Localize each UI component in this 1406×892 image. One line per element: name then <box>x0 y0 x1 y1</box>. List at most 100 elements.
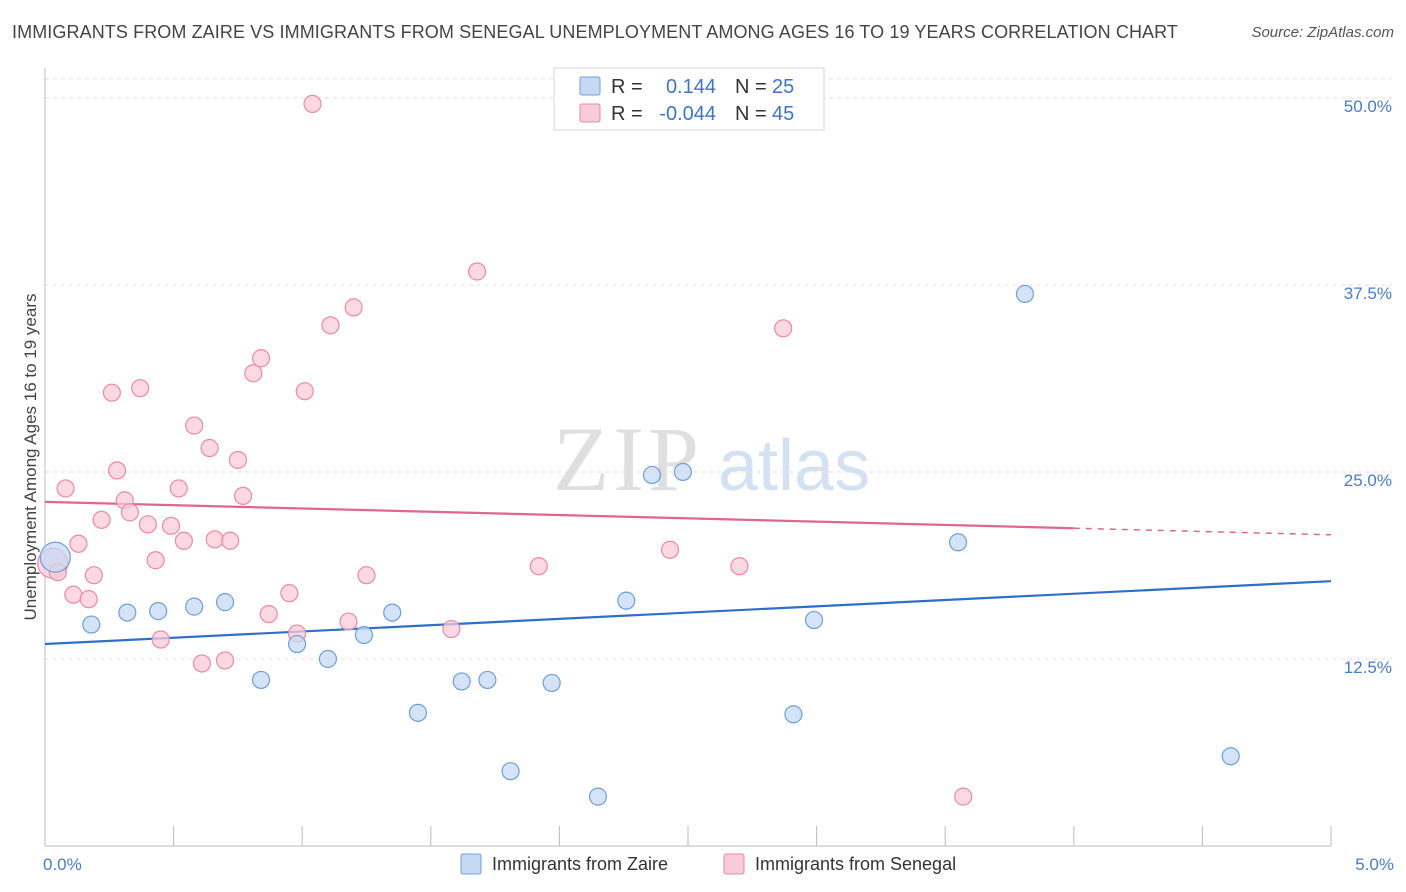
data-point-senegal <box>303 94 322 114</box>
stats-n-label-senegal: N = <box>735 103 767 125</box>
data-point-senegal <box>200 438 219 458</box>
data-point-zaire <box>948 533 968 552</box>
trend-lines <box>44 500 1332 646</box>
data-point-zaire <box>642 465 662 485</box>
data-point-senegal <box>151 630 170 649</box>
data-point-zaire <box>39 541 71 573</box>
data-point-zaire <box>1015 284 1035 304</box>
trend-line-senegal-extension <box>1073 527 1332 536</box>
data-point-zaire <box>784 705 803 724</box>
data-point-zaire <box>118 603 137 622</box>
x-tick-label: 0.0% <box>43 855 82 874</box>
data-point-zaire <box>149 602 168 621</box>
data-point-senegal <box>205 530 224 549</box>
y-tick-label: 37.5% <box>1344 284 1392 303</box>
data-point-senegal <box>442 619 461 639</box>
data-point-senegal <box>730 557 749 576</box>
chart-title: IMMIGRANTS FROM ZAIRE VS IMMIGRANTS FROM… <box>12 22 1179 42</box>
y-tick-label: 25.0% <box>1344 471 1392 490</box>
data-point-senegal <box>660 540 680 559</box>
data-point-zaire <box>318 649 338 669</box>
data-point-zaire <box>478 670 497 690</box>
stats-r-value-senegal: -0.044 <box>659 103 716 125</box>
legend: Immigrants from Zaire Immigrants from Se… <box>460 853 956 875</box>
watermark-zip: ZIP <box>553 408 703 510</box>
data-point-zaire <box>408 703 428 722</box>
data-point-senegal <box>215 651 235 670</box>
points-zaire <box>39 284 1240 806</box>
y-tick-label: 50.0% <box>1344 97 1392 116</box>
data-point-zaire <box>1221 747 1240 766</box>
data-point-zaire <box>354 625 374 645</box>
data-point-senegal <box>467 262 487 281</box>
trend-line-zaire <box>44 580 1332 646</box>
stats-n-value-senegal: 45 <box>772 103 794 125</box>
data-point-zaire <box>588 787 608 806</box>
data-point-senegal <box>56 479 75 498</box>
data-point-senegal <box>339 612 358 631</box>
data-point-senegal <box>259 604 278 624</box>
x-tick-label: 5.0% <box>1355 855 1394 874</box>
data-point-senegal <box>221 531 240 550</box>
stats-r-label-senegal: R = <box>611 103 643 125</box>
data-point-senegal <box>244 364 263 383</box>
data-point-zaire <box>617 591 636 610</box>
legend-swatch-zaire <box>460 853 482 875</box>
chart-source: Source: ZipAtlas.com <box>1251 24 1394 41</box>
data-point-senegal <box>102 383 121 402</box>
data-point-senegal <box>64 585 83 604</box>
stats-swatch-zaire <box>579 76 601 96</box>
x-tick-marks <box>44 826 1332 846</box>
data-point-senegal <box>344 298 363 317</box>
data-point-senegal <box>251 349 271 368</box>
data-point-senegal <box>185 416 204 435</box>
data-point-senegal <box>120 503 139 522</box>
legend-label-senegal: Immigrants from Senegal <box>755 854 956 874</box>
data-point-senegal <box>357 566 376 585</box>
stats-r-label-zaire: R = <box>611 76 643 98</box>
data-point-zaire <box>251 670 271 690</box>
data-point-senegal <box>174 531 193 550</box>
stats-box: R = 0.144 N = 25 R = -0.044 N = 45 <box>553 67 825 131</box>
data-point-senegal <box>69 534 88 553</box>
data-point-zaire <box>542 673 561 693</box>
legend-label-zaire: Immigrants from Zaire <box>492 854 668 874</box>
data-point-zaire <box>501 762 520 781</box>
data-point-zaire <box>82 615 101 634</box>
x-tick-labels: 0.0% 5.0% <box>43 855 1394 874</box>
data-point-senegal <box>228 450 247 470</box>
data-point-senegal <box>774 319 793 338</box>
data-point-zaire <box>215 593 235 612</box>
data-point-zaire <box>287 634 307 654</box>
watermark-atlas: atlas <box>718 426 870 506</box>
data-point-senegal <box>84 566 103 585</box>
data-point-senegal <box>280 584 299 603</box>
stats-n-label-zaire: N = <box>735 76 767 98</box>
y-axis-label: Unemployment Among Ages 16 to 19 years <box>21 294 40 621</box>
data-point-senegal <box>169 479 188 498</box>
stats-n-value-zaire: 25 <box>772 76 794 98</box>
data-point-zaire <box>452 672 471 691</box>
stats-swatch-senegal <box>579 103 601 123</box>
data-point-senegal <box>321 316 340 335</box>
data-point-zaire <box>185 597 204 616</box>
data-point-senegal <box>954 787 973 806</box>
data-point-senegal <box>529 557 548 576</box>
data-point-senegal <box>146 551 165 570</box>
data-point-senegal <box>138 515 157 534</box>
data-point-zaire <box>804 610 824 630</box>
legend-swatch-senegal <box>723 853 745 875</box>
data-point-senegal <box>295 382 314 401</box>
data-point-zaire <box>673 462 692 482</box>
data-point-senegal <box>161 516 181 535</box>
data-point-senegal <box>79 590 98 609</box>
trend-line-senegal <box>44 500 1074 530</box>
data-point-senegal <box>107 461 127 480</box>
data-point-zaire <box>383 603 402 622</box>
y-tick-label: 12.5% <box>1344 658 1392 677</box>
stats-r-value-zaire: 0.144 <box>666 76 716 98</box>
y-tick-labels: 12.5% 25.0% 37.5% 50.0% <box>1344 97 1392 677</box>
data-point-senegal <box>131 379 150 398</box>
data-point-senegal <box>233 486 253 505</box>
